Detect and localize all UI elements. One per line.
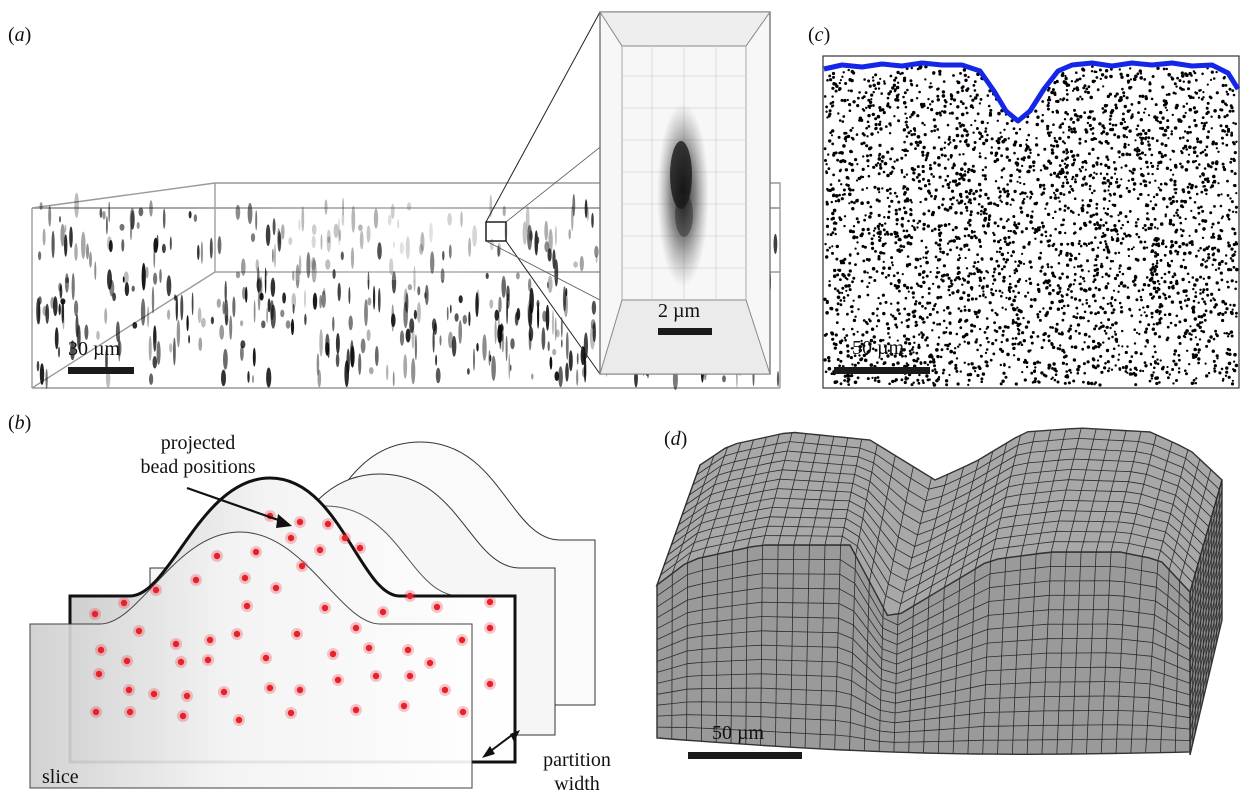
front-slice [29, 531, 473, 789]
panel-a-label: (a) [8, 24, 32, 46]
scalebar-d-label: 50 µm [712, 722, 765, 744]
projected-bead-positions-label: projected bead positions [140, 432, 256, 478]
scalebar-a-main-label: 30 µm [68, 338, 121, 360]
bead-dots [823, 65, 1239, 387]
scalebar-a-zoom-label: 2 µm [658, 300, 701, 322]
scalebar-d [688, 752, 802, 759]
panel-b-slice-diagram [29, 441, 596, 789]
panel-a-volume-render [31, 11, 781, 391]
panel-b-label: (b) [8, 412, 32, 434]
scalebar-c [834, 367, 930, 374]
scalebar-c-label: 50 µm [852, 337, 905, 359]
scalebar-a-zoom [658, 328, 712, 335]
partition-width-label: partition width [543, 749, 611, 795]
scalebar-a-main [68, 367, 134, 374]
slice-label: slice [42, 766, 79, 788]
surface-contour [823, 60, 1240, 124]
panel-c-bead-scatter [822, 55, 1240, 389]
zoom-inset [599, 11, 771, 375]
panel-d-label: (d) [664, 428, 688, 450]
zoom-selection-box [485, 221, 507, 242]
panel-c-label: (c) [808, 24, 831, 46]
panel-d-mesh [655, 427, 1223, 756]
